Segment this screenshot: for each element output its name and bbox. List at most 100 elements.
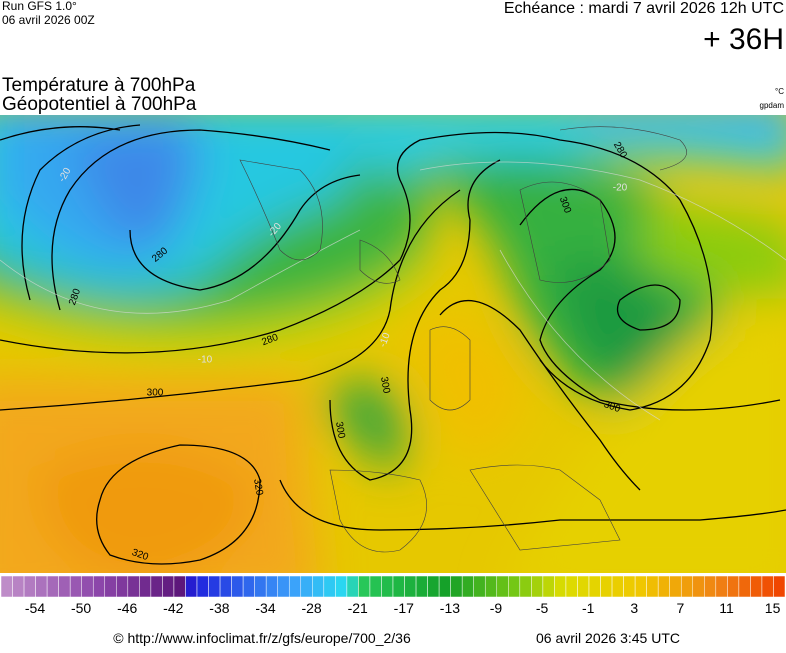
colorbar-swatch [46, 575, 59, 598]
colorbar-swatch [312, 575, 325, 598]
colorbar-swatch [657, 575, 670, 598]
run: Run GFS 1.0° [2, 0, 77, 13]
colorbar-label: -28 [301, 600, 321, 616]
colorbar-swatch [288, 575, 302, 598]
colorbar-swatch [680, 575, 694, 598]
colorbar-swatch [646, 575, 659, 598]
colorbar-swatch [565, 575, 578, 598]
colorbar-label: -21 [348, 600, 368, 616]
contour-label: 320 [251, 478, 265, 497]
colorbar-swatch [750, 575, 763, 598]
colorbar-swatch [69, 575, 82, 598]
colorbar-swatch [0, 575, 13, 598]
colorbar-swatch [369, 575, 382, 598]
colorbar-swatch [761, 575, 774, 598]
colorbar-swatch [484, 575, 498, 598]
colorbar-swatch [116, 575, 129, 598]
contour-label: 300 [333, 421, 347, 440]
colorbar-swatch [254, 575, 267, 598]
title-geo: Géopotentiel à 700hPa [2, 94, 197, 115]
colorbar-swatch [669, 575, 682, 598]
colorbar-label: -50 [71, 600, 91, 616]
colorbar-swatch [415, 575, 428, 598]
colorbar-swatch [738, 575, 751, 598]
colorbar-swatch [139, 575, 152, 598]
colorbar-swatch [600, 575, 613, 598]
colorbar-swatch [173, 575, 186, 598]
colorbar-swatch [392, 575, 405, 598]
colorbar-swatch [577, 575, 590, 598]
footer-date: 06 avril 2026 3:45 UTC [536, 630, 680, 646]
colorbar-label: -5 [536, 600, 549, 616]
colorbar-swatch [508, 575, 521, 598]
colorbar-swatch [588, 575, 601, 598]
colorbar-swatch [704, 575, 717, 598]
contour-label: -10 [377, 331, 392, 349]
echeance: Echéance : mardi 7 avril 2026 12h UTC [504, 0, 784, 17]
colorbar-swatch [611, 575, 624, 598]
colorbar-swatch [450, 575, 463, 598]
colorbar-swatch [381, 575, 394, 598]
colorbar-swatch [727, 575, 740, 598]
colorbar [0, 575, 786, 598]
colorbar-label: -13 [440, 600, 460, 616]
lead-time: + 36H [703, 23, 784, 56]
colorbar-swatch [277, 575, 290, 598]
colorbar-swatch [12, 575, 25, 598]
colorbar-swatch [323, 575, 336, 598]
colorbar-swatch [23, 575, 36, 598]
colorbar-label: -38 [209, 600, 229, 616]
colorbar-swatch [346, 575, 359, 598]
colorbar-label: -42 [163, 600, 183, 616]
colorbar-label: 7 [677, 600, 685, 616]
colorbar-label: 3 [630, 600, 638, 616]
colorbar-swatch [715, 575, 728, 598]
colorbar-swatch [404, 575, 417, 598]
contour-label: -10 [198, 355, 213, 366]
colorbar-swatch [219, 575, 232, 598]
colorbar-swatch [162, 575, 175, 598]
colorbar-swatch [231, 575, 244, 598]
colorbar-swatch [242, 575, 255, 598]
colorbar-swatch [300, 575, 313, 598]
colorbar-swatch [692, 575, 705, 598]
colorbar-swatch [358, 575, 371, 598]
colorbar-swatch [519, 575, 532, 598]
unit-geo: gpdam [760, 101, 785, 110]
colorbar-swatch [438, 575, 451, 598]
colorbar-label: -17 [394, 600, 414, 616]
footer-url: © http://www.infoclimat.fr/z/gfs/europe/… [113, 630, 411, 646]
contour-label: 300 [378, 376, 392, 395]
colorbar-label: -9 [490, 600, 503, 616]
colorbar-swatch [623, 575, 636, 598]
colorbar-label: 15 [765, 600, 781, 616]
run-date: 06 avril 2026 00Z [2, 13, 95, 27]
colorbar-swatch [335, 575, 348, 598]
contour-label: 300 [147, 388, 164, 399]
colorbar-swatch [265, 575, 278, 598]
colorbar-label: -54 [25, 600, 45, 616]
title-temp: Température à 700hPa [2, 75, 196, 96]
colorbar-swatch [196, 575, 209, 598]
colorbar-swatch [634, 575, 647, 598]
colorbar-swatch [427, 575, 440, 598]
colorbar-swatch [35, 575, 48, 598]
colorbar-label: -34 [255, 600, 275, 616]
colorbar-swatch [542, 575, 555, 598]
colorbar-swatch [208, 575, 221, 598]
colorbar-swatch [127, 575, 140, 598]
colorbar-swatch [81, 575, 94, 598]
contour-label: -20 [613, 183, 628, 194]
colorbar-swatch [92, 575, 106, 598]
colorbar-label: -46 [117, 600, 137, 616]
colorbar-swatch [58, 575, 71, 598]
colorbar-swatch [473, 575, 486, 598]
colorbar-label: 11 [719, 600, 734, 616]
colorbar-swatch [104, 575, 117, 598]
colorbar-swatch [554, 575, 567, 598]
unit-temp: °C [775, 87, 784, 96]
colorbar-label: -1 [582, 600, 595, 616]
colorbar-swatch [185, 575, 198, 598]
